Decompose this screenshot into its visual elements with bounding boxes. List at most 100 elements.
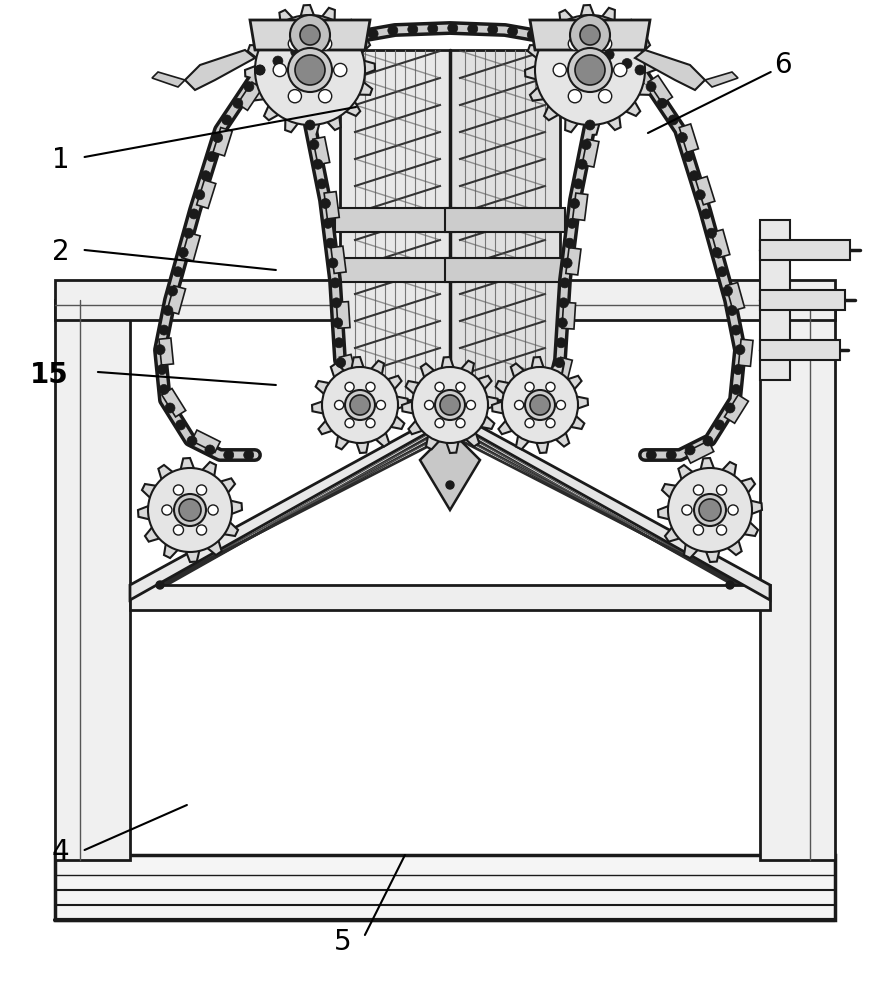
- Polygon shape: [191, 430, 220, 452]
- Circle shape: [341, 377, 351, 387]
- Circle shape: [726, 581, 734, 589]
- Circle shape: [667, 450, 676, 460]
- Polygon shape: [197, 180, 216, 208]
- Circle shape: [366, 419, 375, 428]
- Circle shape: [273, 63, 287, 77]
- Polygon shape: [55, 280, 835, 320]
- Circle shape: [322, 367, 398, 443]
- Circle shape: [468, 24, 478, 34]
- Polygon shape: [760, 290, 845, 310]
- Circle shape: [305, 120, 315, 130]
- Circle shape: [222, 115, 231, 125]
- Circle shape: [514, 400, 523, 410]
- Circle shape: [317, 179, 327, 189]
- Circle shape: [309, 140, 319, 150]
- Circle shape: [723, 286, 732, 296]
- Circle shape: [291, 47, 301, 57]
- Text: 1: 1: [52, 146, 69, 174]
- Circle shape: [604, 50, 614, 60]
- Polygon shape: [724, 395, 748, 423]
- Circle shape: [350, 395, 370, 415]
- Circle shape: [345, 419, 354, 428]
- Circle shape: [165, 403, 175, 413]
- Polygon shape: [313, 137, 329, 165]
- Polygon shape: [213, 128, 232, 156]
- Polygon shape: [760, 220, 790, 380]
- Circle shape: [535, 15, 645, 125]
- Circle shape: [581, 140, 591, 150]
- Polygon shape: [685, 441, 714, 463]
- Circle shape: [376, 400, 385, 410]
- Circle shape: [333, 318, 343, 328]
- Polygon shape: [340, 50, 450, 400]
- Circle shape: [244, 82, 254, 92]
- Circle shape: [348, 32, 359, 42]
- Circle shape: [197, 485, 206, 495]
- Circle shape: [167, 286, 177, 296]
- Polygon shape: [572, 193, 587, 220]
- Circle shape: [547, 33, 557, 43]
- Polygon shape: [312, 357, 408, 453]
- Polygon shape: [760, 300, 835, 860]
- Circle shape: [290, 15, 330, 55]
- Circle shape: [255, 65, 265, 75]
- Circle shape: [366, 382, 375, 391]
- Circle shape: [564, 238, 575, 248]
- Circle shape: [319, 90, 332, 103]
- Text: 4: 4: [52, 838, 69, 866]
- Circle shape: [507, 26, 518, 36]
- Circle shape: [368, 29, 378, 39]
- Polygon shape: [679, 124, 699, 152]
- Circle shape: [435, 382, 444, 391]
- Polygon shape: [335, 258, 455, 282]
- Circle shape: [562, 258, 572, 268]
- Circle shape: [288, 37, 302, 50]
- Polygon shape: [696, 176, 715, 205]
- Polygon shape: [138, 458, 242, 562]
- Polygon shape: [530, 20, 650, 50]
- Circle shape: [323, 218, 333, 228]
- Circle shape: [557, 318, 567, 328]
- Circle shape: [715, 420, 724, 430]
- Circle shape: [668, 115, 678, 125]
- Circle shape: [694, 494, 726, 526]
- Circle shape: [159, 325, 169, 335]
- Circle shape: [575, 55, 605, 85]
- Circle shape: [556, 400, 565, 410]
- Circle shape: [569, 90, 581, 103]
- Circle shape: [622, 59, 632, 69]
- Circle shape: [685, 445, 695, 455]
- Circle shape: [525, 390, 555, 420]
- Circle shape: [328, 36, 339, 46]
- Circle shape: [255, 15, 365, 125]
- Circle shape: [530, 395, 550, 415]
- Circle shape: [735, 345, 745, 355]
- Circle shape: [712, 247, 722, 257]
- Circle shape: [148, 468, 232, 552]
- Circle shape: [334, 338, 344, 348]
- Circle shape: [703, 436, 713, 446]
- Circle shape: [646, 82, 656, 92]
- Circle shape: [646, 450, 656, 460]
- Circle shape: [288, 48, 332, 92]
- Circle shape: [707, 228, 716, 238]
- Circle shape: [727, 305, 737, 315]
- Circle shape: [205, 445, 214, 455]
- Polygon shape: [739, 339, 753, 366]
- Circle shape: [587, 41, 596, 51]
- Circle shape: [157, 365, 167, 375]
- Circle shape: [502, 367, 578, 443]
- Circle shape: [488, 25, 498, 35]
- Circle shape: [174, 494, 206, 526]
- Polygon shape: [402, 357, 498, 453]
- Circle shape: [695, 190, 705, 200]
- Circle shape: [179, 499, 201, 521]
- Circle shape: [189, 209, 198, 219]
- Polygon shape: [711, 230, 730, 258]
- Circle shape: [598, 90, 611, 103]
- Circle shape: [546, 382, 555, 391]
- Circle shape: [408, 24, 417, 34]
- Circle shape: [206, 152, 216, 162]
- Circle shape: [635, 65, 645, 75]
- Circle shape: [567, 37, 577, 47]
